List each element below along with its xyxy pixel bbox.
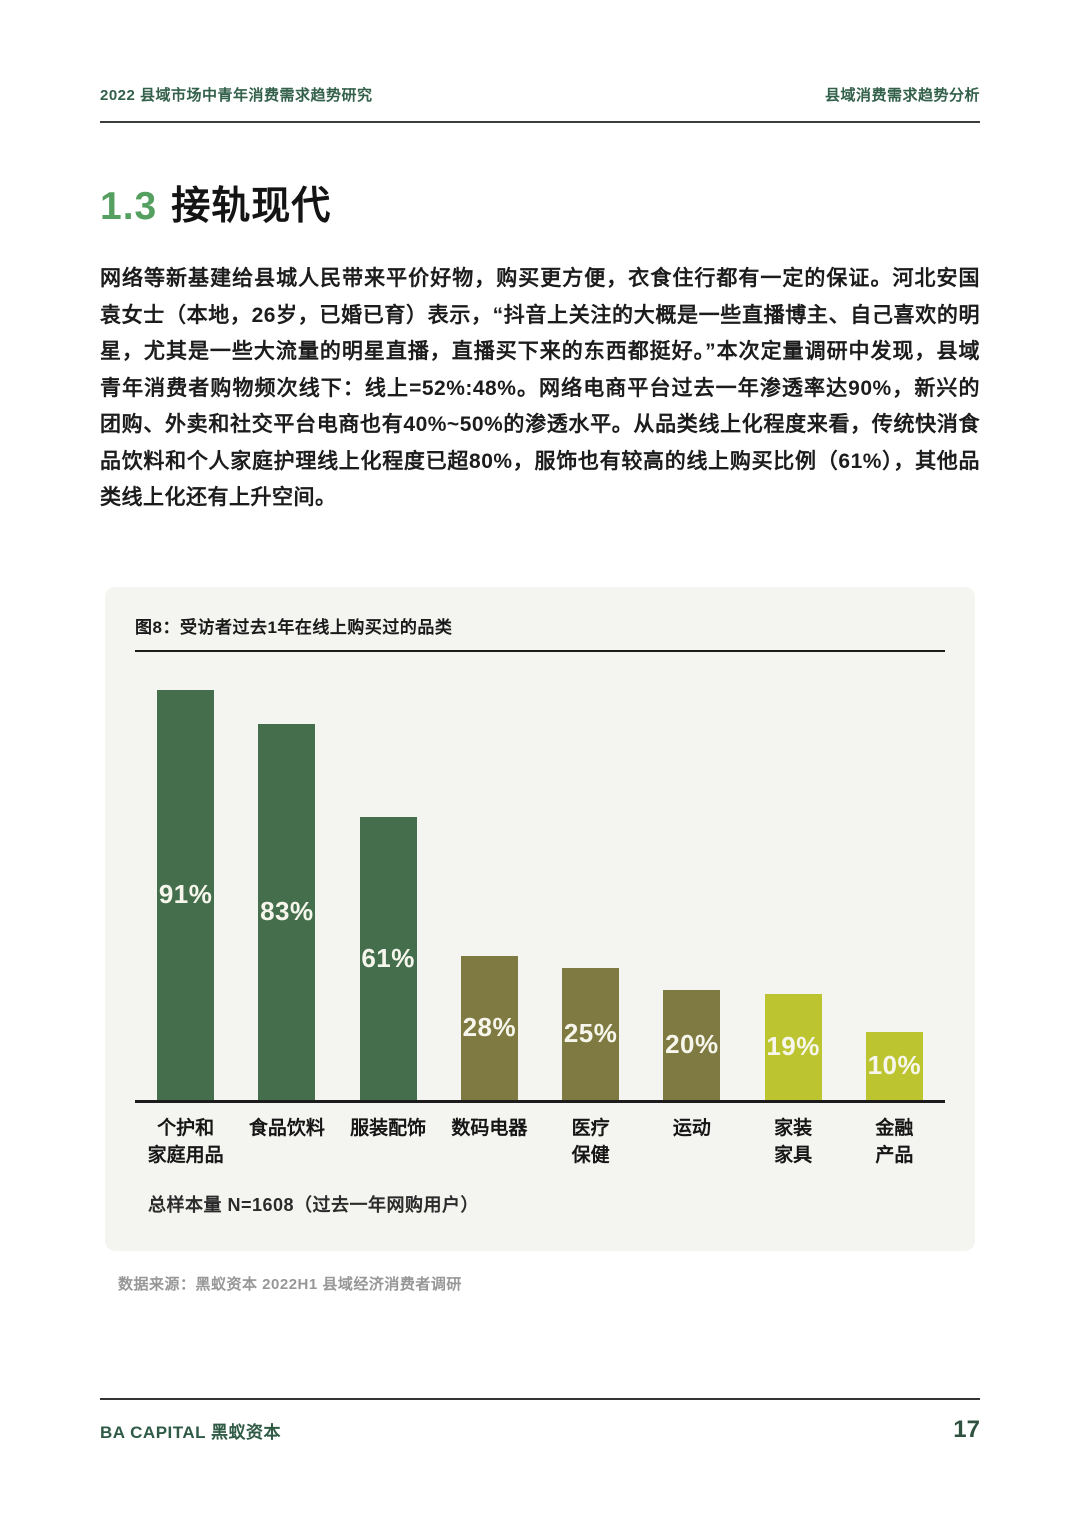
- bar-column: 19%: [743, 993, 844, 1100]
- bar-column: 61%: [338, 816, 439, 1100]
- bar-value-label: 28%: [462, 1012, 517, 1042]
- bar-服装配饰: 61%: [359, 816, 417, 1100]
- category-labels-row: 个护和 家庭用品 食品饮料 服装配饰 数码电器 医疗 保健 运动 家装 家具 金融 产品: [135, 1103, 945, 1169]
- bar-value-label: 61%: [361, 942, 415, 973]
- bar-医疗保健: 25%: [562, 967, 620, 1100]
- chart-card: 图8：受访者过去1年在线上购买过的品类 91% 83% 61% 28% 25% 20% 19…: [105, 586, 975, 1251]
- body-paragraph: 网络等新基建给县城人民带来平价好物，购买更方便，衣食住行都有一定的保证。河北安国…: [100, 267, 980, 509]
- bar-家装家具: 19%: [764, 993, 822, 1100]
- bar-column: 20%: [641, 989, 742, 1100]
- chart-plot: 91% 83% 61% 28% 25% 20% 19% 10%: [135, 652, 945, 1103]
- bar-column: 25%: [540, 967, 641, 1100]
- category-label: 食品饮料: [248, 1117, 325, 1139]
- bar-column: 10%: [844, 1031, 945, 1100]
- bar-value-label: 10%: [867, 1050, 922, 1080]
- header-left-text: 2022 县域市场中青年消费需求趋势研究: [100, 87, 373, 104]
- bar-个护和家庭用品: 91%: [157, 689, 215, 1100]
- page-number: 17: [953, 1416, 980, 1443]
- bar-value-label: 19%: [766, 1031, 820, 1061]
- chart-title: 图8：受访者过去1年在线上购买过的品类: [135, 613, 945, 652]
- category-label: 金融 产品: [875, 1117, 914, 1166]
- category-label: 服装配饰: [350, 1117, 427, 1139]
- bar-金融产品: 10%: [865, 1031, 923, 1100]
- section-title: 1.3 接轨现代: [100, 175, 980, 231]
- bar-value-label: 20%: [665, 1029, 719, 1059]
- category-label: 个护和 家庭用品: [147, 1117, 224, 1166]
- footer-brand: BA CAPITAL 黑蚁资本: [100, 1422, 281, 1442]
- header-right-text: 县域消费需求趋势分析: [824, 87, 980, 104]
- category-label: 医疗 保健: [571, 1117, 610, 1166]
- bar-column: 91%: [135, 689, 236, 1100]
- category-label: 数码电器: [451, 1117, 528, 1139]
- section-title-text: 接轨现代: [171, 185, 332, 228]
- bar-运动: 20%: [663, 989, 721, 1100]
- bar-value-label: 25%: [563, 1018, 618, 1048]
- section-number: 1.3: [100, 185, 158, 228]
- bar-value-label: 91%: [158, 879, 213, 909]
- bar-食品饮料: 83%: [258, 723, 316, 1100]
- bar-数码电器: 28%: [460, 955, 518, 1100]
- page-footer: BA CAPITAL 黑蚁资本 17: [100, 1398, 980, 1444]
- source-line: 数据来源：黑蚁资本 2022H1 县域经济消费者调研: [118, 1275, 462, 1293]
- bar-column: 28%: [439, 955, 540, 1100]
- bar-value-label: 83%: [260, 896, 314, 926]
- category-label: 家装 家具: [774, 1117, 813, 1166]
- page-header: 2022 县域市场中青年消费需求趋势研究 县域消费需求趋势分析: [100, 0, 980, 123]
- category-label: 运动: [672, 1117, 711, 1139]
- bar-column: 83%: [236, 723, 337, 1100]
- sample-size-note: 总样本量 N=1608（过去一年网购用户）: [148, 1194, 480, 1215]
